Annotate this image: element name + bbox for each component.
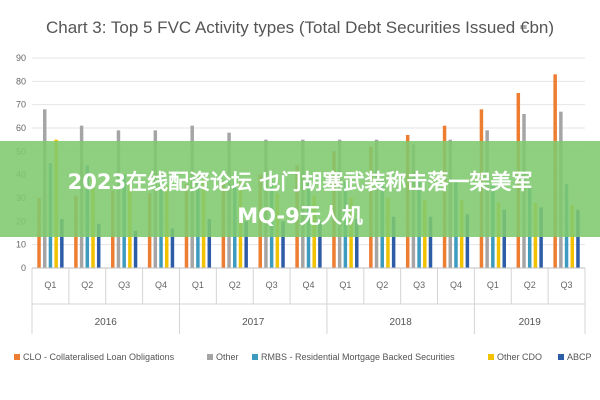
- bar: [133, 230, 138, 268]
- bar: [539, 207, 543, 268]
- legend: CLO - Collateralised Loan Obligations Oth…: [14, 352, 592, 362]
- bar: [60, 219, 64, 268]
- bar: [391, 216, 396, 268]
- legend-label: Other: [216, 352, 239, 362]
- bar: [465, 214, 470, 268]
- y-tick-label: 80: [16, 76, 26, 86]
- x-tick-label: Q2: [376, 280, 388, 290]
- bar: [502, 209, 506, 268]
- year-label: 2016: [95, 317, 118, 328]
- overlay-banner: [0, 141, 600, 237]
- x-tick-label: Q1: [339, 280, 351, 290]
- bar: [244, 221, 248, 268]
- y-tick-label: 90: [16, 53, 26, 63]
- overlay-headline: 2023在线配资论坛 也门胡塞武装称击落一架美军: [67, 170, 533, 194]
- bar: [576, 209, 580, 268]
- legend-swatch: [488, 354, 494, 360]
- year-label: 2018: [390, 317, 413, 328]
- x-tick-label: Q4: [450, 280, 462, 290]
- x-tick-label: Q2: [524, 280, 536, 290]
- year-label: 2017: [242, 317, 265, 328]
- x-tick-label: Q3: [118, 280, 130, 290]
- x-tick-label: Q4: [302, 280, 314, 290]
- x-axis: Q1 Q2 Q3 Q4 Q1 Q2 Q3 Q4 Q1 Q2 Q3 Q4 Q1 Q2 Q3 2016 2017 20…: [31, 267, 586, 334]
- bar: [355, 219, 359, 268]
- legend-label: CLO - Collateralised Loan Obligations: [23, 352, 175, 362]
- legend-label: Other CDO: [497, 352, 542, 362]
- x-tick-label: Q3: [266, 280, 278, 290]
- bar: [207, 219, 212, 268]
- x-tick-label: Q3: [413, 280, 425, 290]
- legend-label: ABCP: [567, 352, 592, 362]
- x-tick-label: Q2: [229, 280, 241, 290]
- x-tick-label: Q1: [487, 280, 499, 290]
- x-tick-label: Q3: [561, 280, 573, 290]
- x-tick-label: Q4: [155, 280, 167, 290]
- legend-swatch: [14, 354, 20, 360]
- x-tick-label: Q1: [44, 280, 56, 290]
- bar: [281, 221, 285, 268]
- y-tick-label: 70: [16, 100, 26, 110]
- y-tick-label: 0: [21, 263, 26, 273]
- legend-swatch: [252, 354, 258, 360]
- year-label: 2019: [519, 317, 542, 328]
- bar: [170, 228, 175, 268]
- bar: [318, 221, 322, 268]
- y-tick-label: 10: [16, 240, 26, 250]
- bar: [96, 223, 101, 268]
- legend-label: RMBS - Residential Mortgage Backed Secur…: [261, 352, 455, 362]
- legend-swatch: [207, 354, 213, 360]
- bar: [428, 216, 433, 268]
- legend-swatch: [558, 354, 564, 360]
- overlay-headline-continued: MQ-9无人机: [237, 204, 363, 228]
- chart-title: Chart 3: Top 5 FVC Activity types (Total…: [46, 18, 554, 37]
- y-tick-label: 60: [16, 123, 26, 133]
- x-tick-label: Q2: [81, 280, 93, 290]
- x-tick-label: Q1: [192, 280, 204, 290]
